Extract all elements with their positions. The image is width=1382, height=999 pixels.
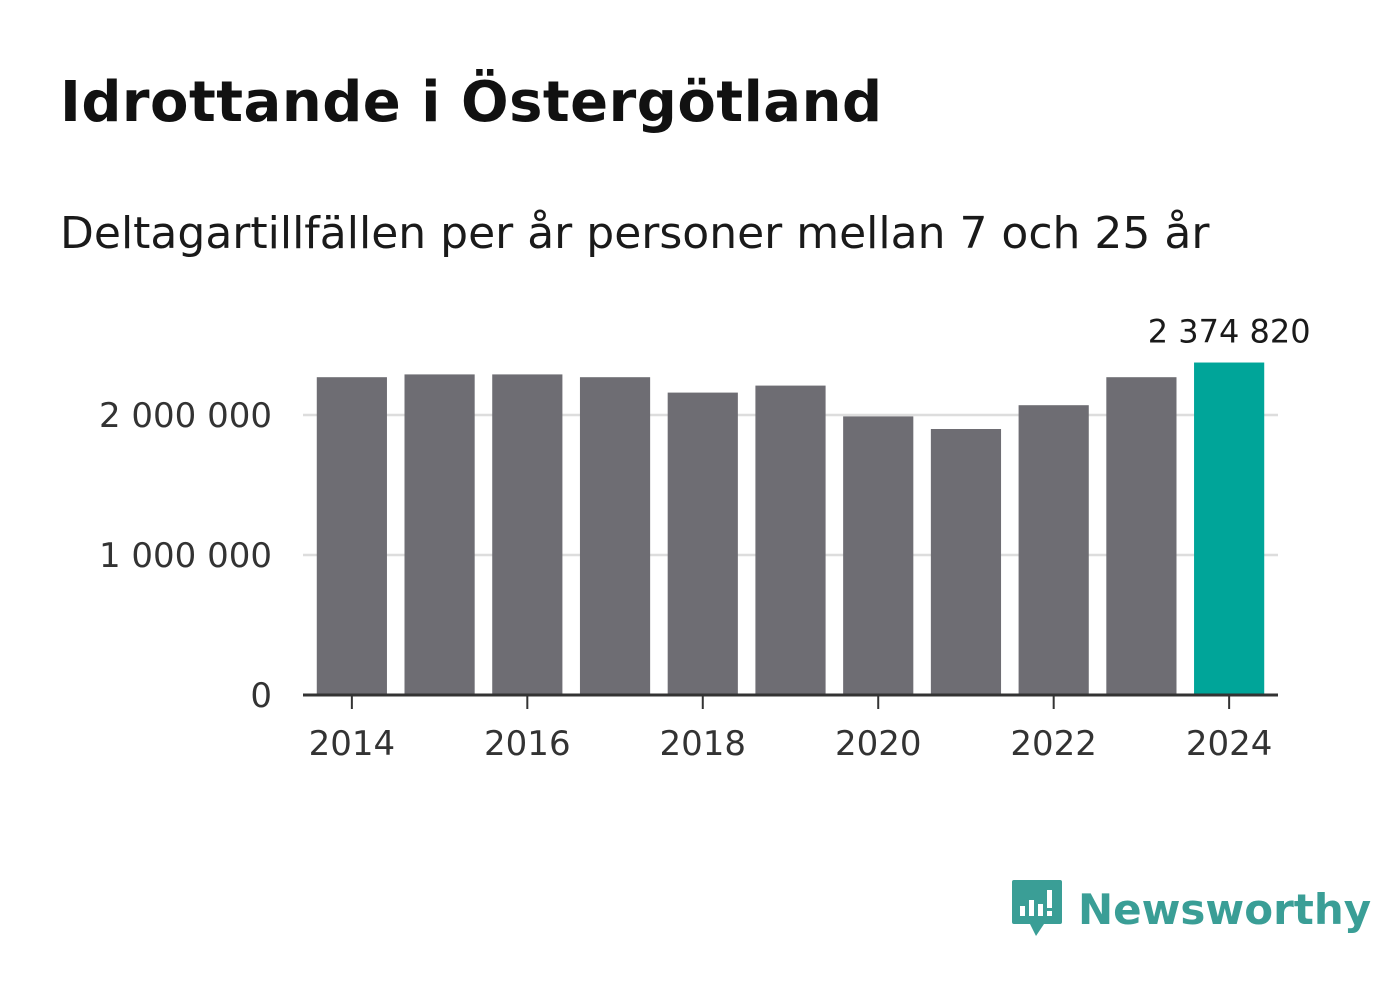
bar — [404, 374, 475, 695]
bar — [316, 377, 387, 695]
bar — [755, 385, 826, 695]
bars — [316, 362, 1265, 695]
x-tick-label: 2016 — [484, 724, 571, 764]
newsworthy-logo-icon — [1012, 880, 1062, 936]
bar — [492, 374, 563, 695]
newsworthy-logo: Newsworthy — [1010, 878, 1371, 940]
x-tick-label: 2022 — [1010, 724, 1097, 764]
brand-name: Newsworthy — [1078, 884, 1372, 934]
x-tick-label: 2014 — [309, 724, 396, 764]
chart-subtitle: Deltagartillfällen per år personer mella… — [60, 208, 1210, 259]
bar-highlight — [1194, 362, 1265, 695]
bar — [930, 429, 1002, 695]
x-tick-label: 2024 — [1186, 724, 1273, 764]
y-tick-label: 1 000 000 — [99, 536, 272, 576]
y-tick-label: 2 000 000 — [99, 396, 272, 436]
bar — [1106, 377, 1177, 695]
x-tick-label: 2018 — [660, 724, 747, 764]
bar — [843, 416, 914, 695]
labels: 0 1 000 000 2 000 000 2014 2016 2018 2020 2022 2… — [99, 313, 1311, 764]
chart-title: Idrottande i Östergötland — [60, 70, 883, 135]
x-tick-label: 2020 — [835, 724, 922, 764]
axes — [303, 693, 1278, 709]
y-tick-label: 0 — [250, 676, 272, 716]
highlight-value-label: 2 374 820 — [1148, 313, 1311, 351]
bar — [579, 377, 651, 695]
bar — [1018, 405, 1089, 695]
bar — [667, 392, 738, 695]
